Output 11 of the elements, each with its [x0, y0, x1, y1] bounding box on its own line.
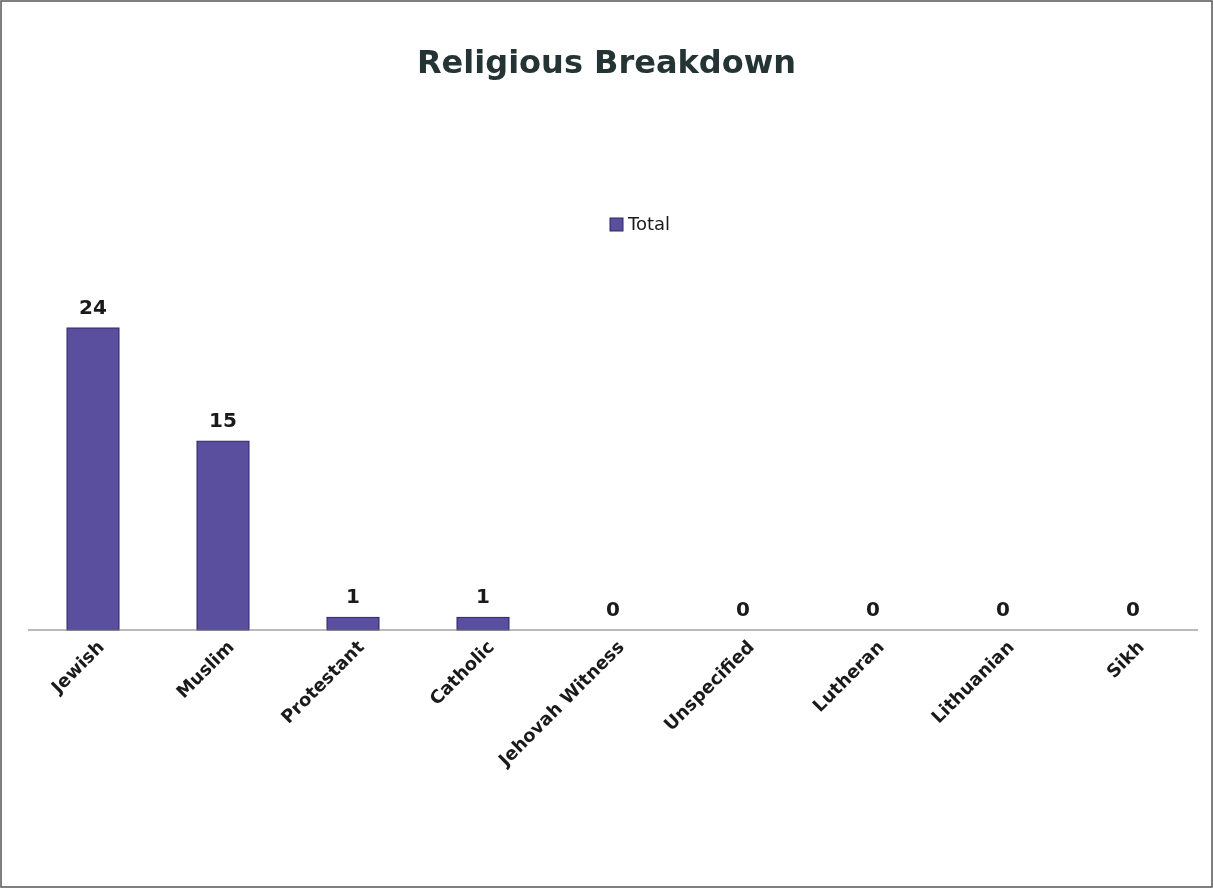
legend-label: Total: [627, 213, 671, 234]
data-label: 0: [606, 597, 620, 621]
data-label: 0: [1126, 597, 1140, 621]
chart-title: Religious Breakdown: [416, 43, 797, 81]
data-label: 0: [996, 597, 1010, 621]
data-label: 24: [79, 295, 107, 319]
data-label: 0: [866, 597, 880, 621]
data-label: 15: [209, 408, 237, 433]
data-label: 1: [476, 584, 490, 609]
data-label: 0: [736, 597, 750, 621]
data-label: 1: [346, 584, 360, 609]
